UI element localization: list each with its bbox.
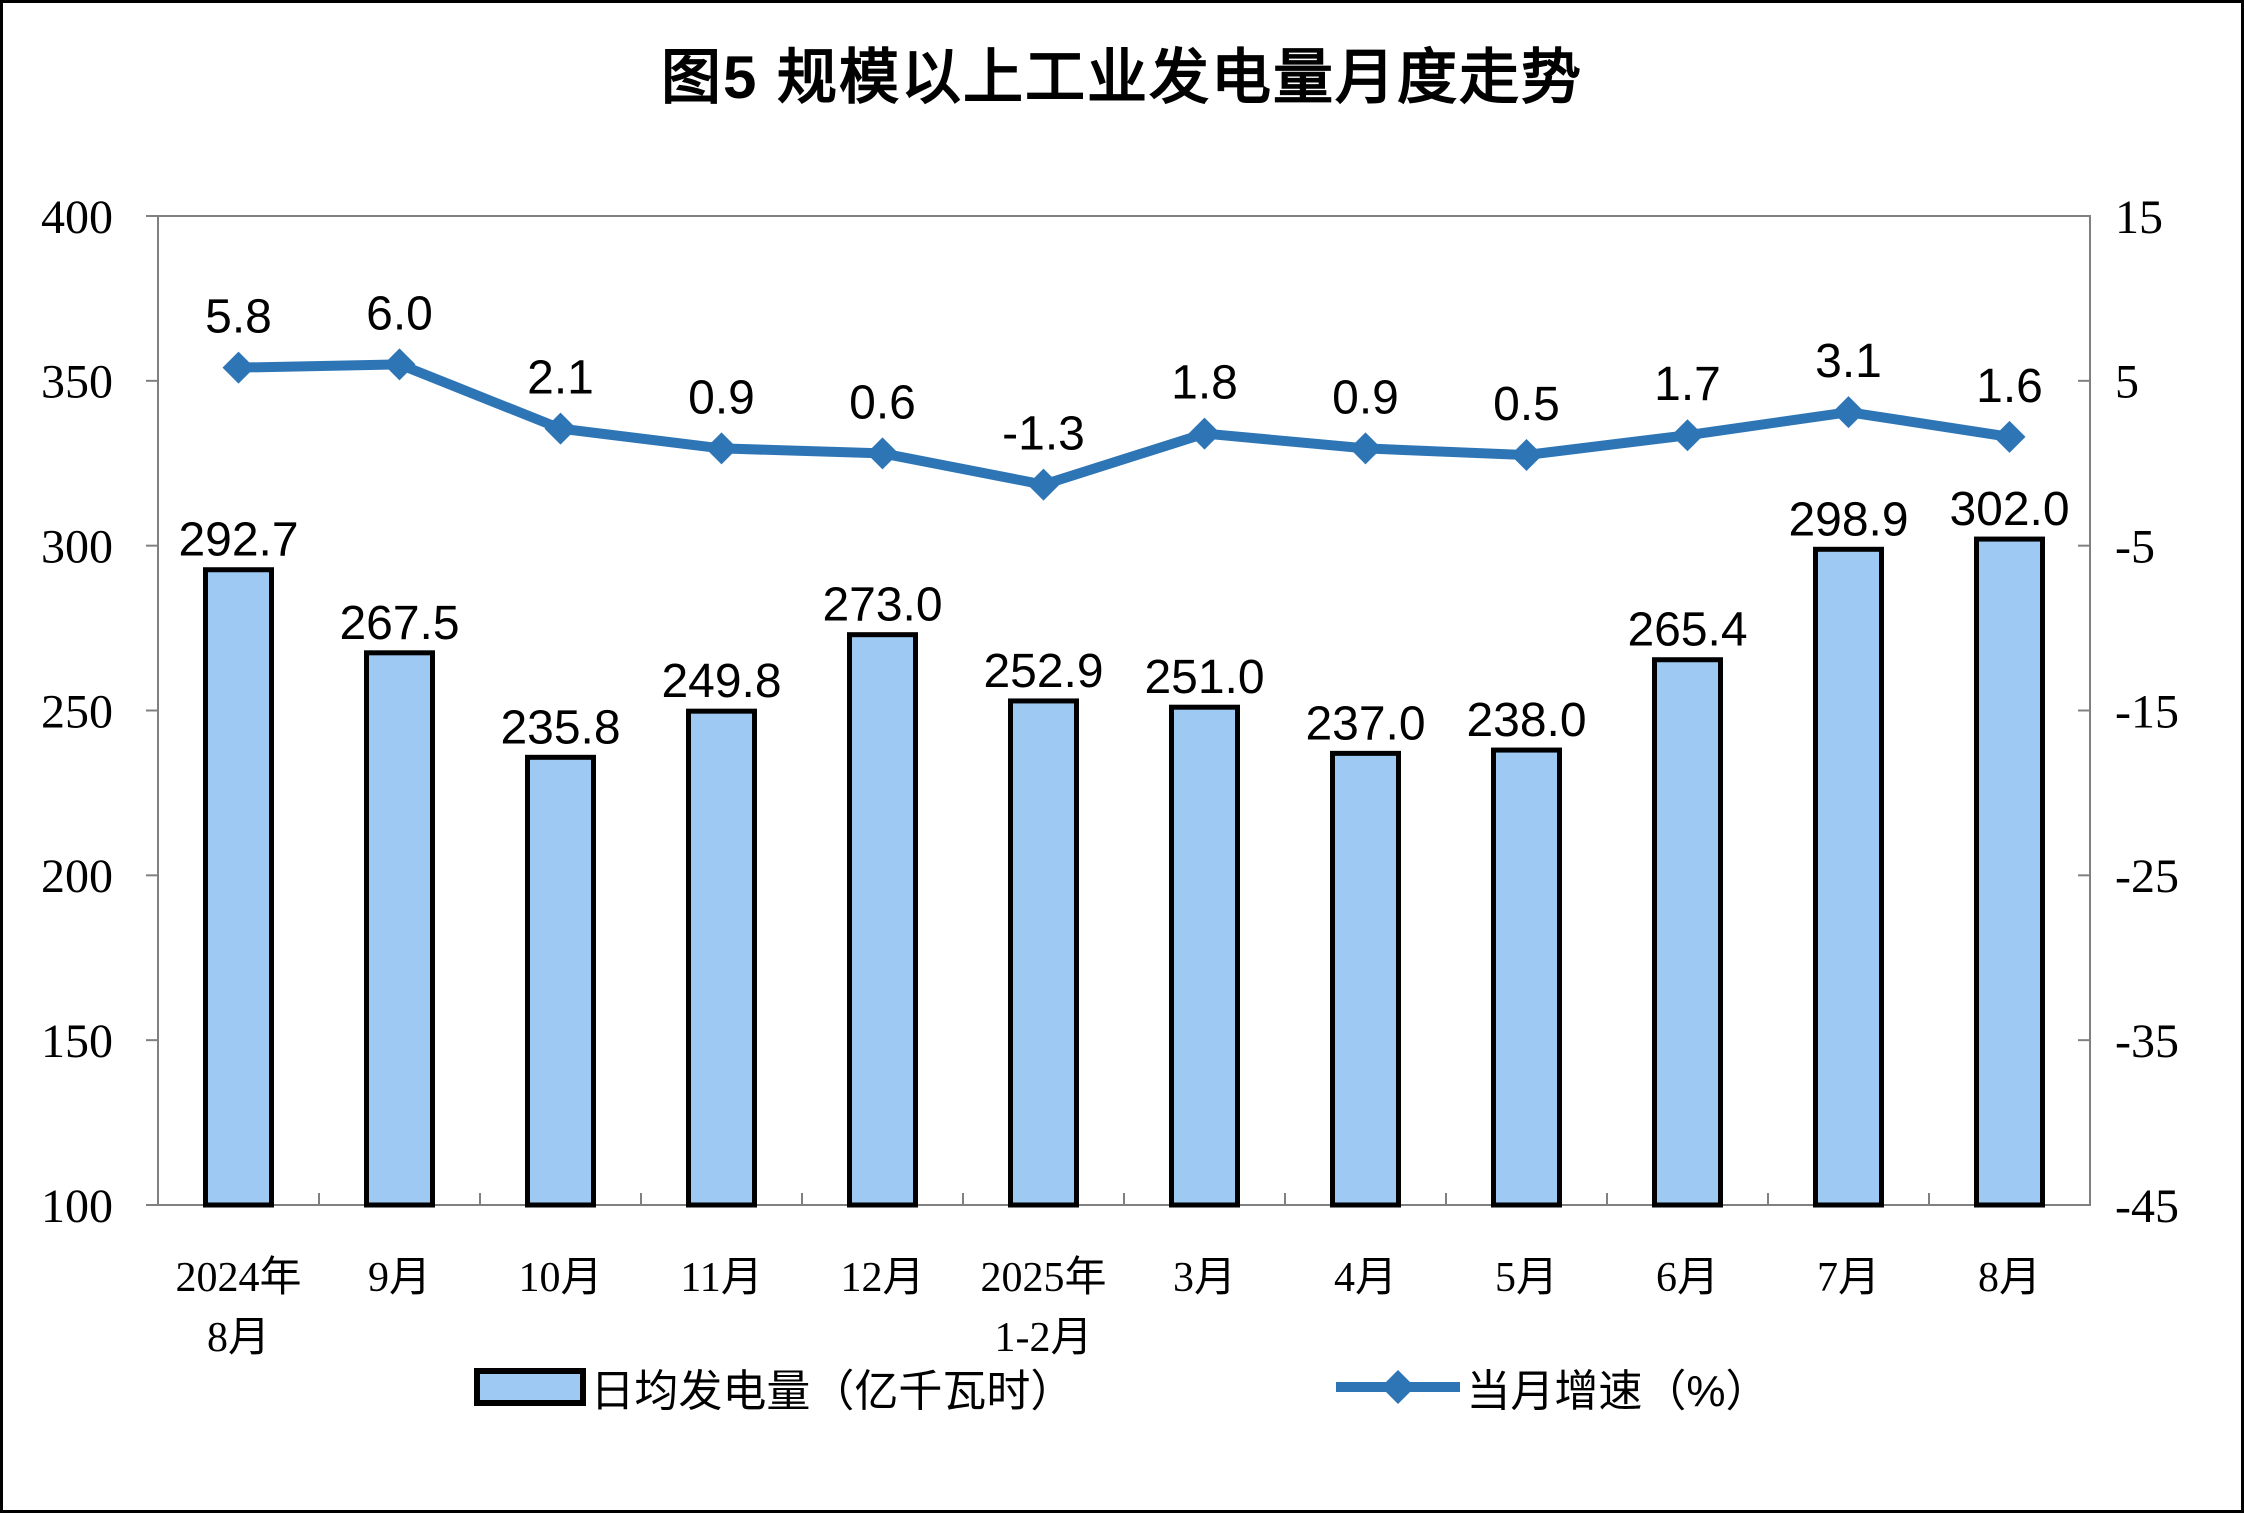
line-swatch-diamond-icon (1381, 1370, 1416, 1404)
line-marker-diamond-icon (544, 412, 577, 445)
growth-line (233, 359, 2015, 490)
line-value-label: 0.9 (1332, 371, 1399, 424)
line-value-label: 0.6 (849, 376, 916, 429)
line-value-label: 3.1 (1815, 335, 1882, 388)
bar (1491, 747, 1562, 1208)
x-axis-label: 6月 (1656, 1255, 1719, 1301)
bar-value-label: 251.0 (1144, 651, 1264, 704)
bar-value-label: 298.9 (1788, 493, 1908, 546)
line-value-label: 5.8 (205, 291, 272, 344)
bar-series-swatch (474, 1368, 587, 1406)
right-axis-tick-label: -15 (2115, 685, 2179, 738)
line-series-swatch (1334, 1367, 1462, 1407)
bar-value-label: 238.0 (1466, 694, 1586, 747)
left-axis-tick-label: 400 (41, 191, 113, 244)
x-axis-label: 12月 (840, 1255, 924, 1301)
x-axis-label: 3月 (1173, 1255, 1236, 1301)
bar-value-label: 267.5 (339, 597, 459, 650)
line-marker-diamond-icon (1993, 420, 2026, 453)
left-axis-tick-label: 250 (41, 685, 113, 738)
chart-title: 图5 规模以上工业发电量月度走势 (660, 44, 1584, 111)
x-axis-label: 8月 (207, 1315, 270, 1361)
line-marker-diamond-icon (866, 437, 899, 470)
legend-item-line-series: 当月增速（%） (1334, 1355, 1770, 1419)
bar (1169, 704, 1240, 1208)
bar-value-label: 249.8 (661, 655, 781, 708)
left-axis-tick-label: 350 (41, 356, 113, 409)
line-value-label: 2.1 (527, 352, 594, 405)
x-axis-label: 2024年 (175, 1254, 301, 1301)
right-axis-tick-label: -35 (2115, 1015, 2179, 1068)
bar (203, 567, 274, 1208)
right-axis-tick-label: -5 (2115, 520, 2155, 573)
x-axis-label: 10月 (518, 1255, 602, 1301)
bar-value-label: 265.4 (1627, 604, 1747, 657)
bar-value-label: 273.0 (822, 579, 942, 632)
line-marker-diamond-icon (1188, 417, 1221, 450)
x-axis-label: 2025年 (980, 1254, 1106, 1301)
line-value-label: -1.3 (1002, 408, 1085, 461)
right-axis-tick-label: -45 (2115, 1180, 2179, 1233)
bar (1330, 750, 1401, 1208)
right-axis-tick-label: 5 (2115, 356, 2139, 409)
legend: 日均发电量（亿千瓦时） 当月增速（%） (3, 1355, 2241, 1419)
line-value-label: 1.8 (1171, 357, 1238, 410)
right-axis-tick-label: 15 (2115, 191, 2163, 244)
x-axis-label: 7月 (1817, 1255, 1880, 1301)
bar-value-label: 302.0 (1949, 483, 2069, 536)
line-value-label: 1.7 (1654, 358, 1721, 411)
left-axis-tick-label: 300 (41, 520, 113, 573)
legend-item-bar-series: 日均发电量（亿千瓦时） (474, 1355, 1074, 1419)
plot-border (157, 215, 2091, 1206)
bar (686, 708, 757, 1208)
right-axis-tick-label: -25 (2115, 850, 2179, 903)
line-value-label: 0.9 (688, 371, 755, 424)
line-marker-diamond-icon (1832, 396, 1865, 429)
line-value-label: 6.0 (366, 287, 433, 340)
left-axis-tick-label: 100 (41, 1180, 113, 1233)
x-axis-label: 5月 (1495, 1255, 1558, 1301)
bar (525, 754, 596, 1208)
bar-value-label: 292.7 (178, 514, 298, 567)
bar (1974, 536, 2045, 1208)
bar (847, 632, 918, 1208)
bar-value-label: 235.8 (500, 701, 620, 754)
bar-value-label: 237.0 (1305, 697, 1425, 750)
line-series-label: 当月增速（%） (1466, 1367, 1770, 1416)
bar (1652, 657, 1723, 1208)
line-marker-diamond-icon (222, 351, 255, 384)
bar (1008, 698, 1079, 1208)
line-marker-diamond-icon (383, 348, 416, 381)
x-axis-label: 9月 (368, 1255, 431, 1301)
line-marker-diamond-icon (1510, 439, 1543, 472)
x-axis-label: 11月 (680, 1255, 762, 1301)
line-marker-diamond-icon (1027, 468, 1060, 501)
line-marker-diamond-icon (1671, 419, 1704, 452)
bar-value-label: 252.9 (983, 645, 1103, 698)
bar (1813, 546, 1884, 1208)
left-axis-tick-label: 150 (41, 1015, 113, 1068)
line-value-label: 0.5 (1493, 378, 1560, 431)
combo-chart-plot: 400 350 300 250 200 150 100 15 5 -5 -15 -25 -35 -45 20… (41, 191, 2179, 1361)
x-axis-label: 4月 (1334, 1255, 1397, 1301)
left-axis-tick-label: 200 (41, 850, 113, 903)
x-axis-label: 1-2月 (995, 1315, 1093, 1361)
bar (364, 650, 435, 1208)
bar-series-label: 日均发电量（亿千瓦时） (590, 1367, 1075, 1416)
line-marker-diamond-icon (705, 432, 738, 465)
x-axis-label: 8月 (1978, 1255, 2041, 1301)
line-marker-diamond-icon (1349, 432, 1382, 465)
line-value-label: 1.6 (1976, 360, 2043, 413)
